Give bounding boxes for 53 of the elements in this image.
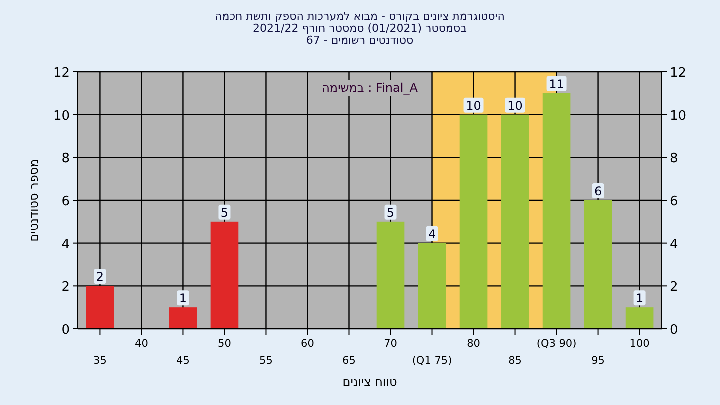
x-tick-label: 70 [384, 338, 398, 350]
data-label: 6 [594, 184, 602, 198]
x-tick-label: 35 [94, 355, 107, 367]
chart-title: היסטוגרמת ציונים בקורס - מבוא למערכות הספק ותשת חכמה [215, 10, 505, 23]
x-tick-label: 85 [508, 355, 522, 367]
y-tick-label: 10 [53, 108, 70, 124]
chart-subtitle: בסמסטר (01/2021) סמסטר חורף 2021/22 סטודנטים רשומים - 67 [253, 22, 467, 47]
data-label: 1 [179, 292, 188, 306]
y-tick-label: 0 [62, 323, 70, 338]
y2-tick-label: 10 [670, 108, 687, 124]
bar [626, 308, 654, 329]
x-tick-label: 65 [342, 355, 356, 367]
data-label: 11 [549, 77, 564, 92]
bar [460, 114, 488, 329]
x-tick-label: 100 [630, 338, 650, 350]
x-tick-label: 60 [301, 338, 314, 350]
y2-tick-label: 0 [670, 323, 678, 338]
bar [210, 222, 239, 329]
y2-tick-label: 2 [670, 280, 678, 296]
data-label: 10 [508, 98, 523, 113]
bar [169, 308, 198, 329]
y-axis-title: מספר סטודנטים [27, 159, 41, 242]
data-label: 1 [636, 292, 644, 306]
bar [418, 243, 446, 329]
data-label: 10 [466, 98, 482, 113]
x-tick-label: 40 [135, 338, 148, 350]
bar [376, 222, 405, 329]
x-tick-label: (Q1 75) [412, 355, 452, 367]
data-label: 4 [428, 227, 436, 242]
x-tick-label: 95 [592, 355, 605, 367]
bar [584, 200, 612, 329]
x-axis-title: טווח ציונים [342, 375, 398, 389]
y-tick-label: 12 [53, 66, 70, 81]
y2-tick-label: 8 [670, 152, 678, 167]
y2-tick-label: 4 [670, 237, 678, 252]
x-tick-label: (Q3 90) [536, 338, 577, 350]
annotation: במשימה : Final_A [322, 81, 419, 95]
x-tick-label: 80 [467, 338, 480, 350]
bar [86, 286, 114, 329]
y-tick-label: 6 [62, 194, 70, 210]
x-tick-label: 45 [176, 355, 190, 367]
data-label: 5 [220, 206, 229, 220]
x-tick-label: 55 [260, 355, 273, 367]
bar [501, 114, 530, 329]
y2-tick-label: 12 [670, 66, 687, 81]
data-label: 2 [96, 270, 104, 284]
y-tick-label: 8 [62, 152, 70, 167]
y2-tick-label: 6 [670, 194, 678, 210]
y-tick-label: 4 [62, 237, 70, 252]
bar [542, 93, 571, 329]
data-label: 5 [386, 206, 395, 220]
y-tick-label: 2 [62, 280, 70, 296]
x-tick-label: 50 [218, 338, 232, 350]
